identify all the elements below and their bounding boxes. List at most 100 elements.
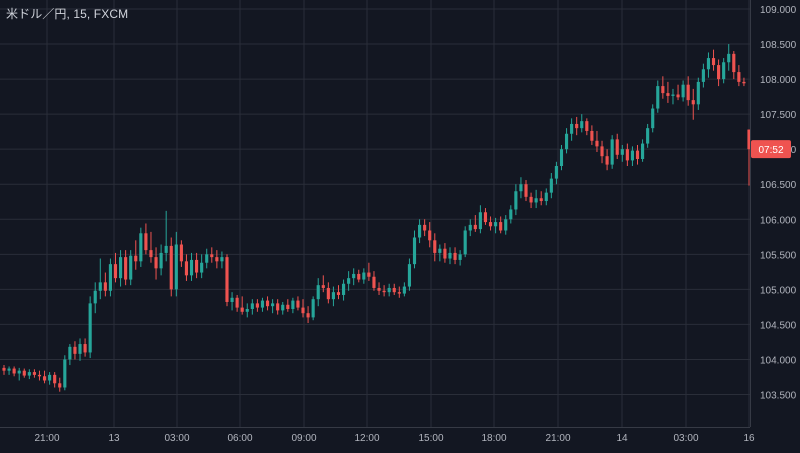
- y-tick-label: 105.500: [760, 250, 797, 261]
- candle: [483, 208, 488, 225]
- candle-body: [154, 257, 158, 269]
- y-tick-label: 107.500: [760, 110, 797, 121]
- x-tick-label: 03:00: [673, 433, 698, 444]
- y-tick-label: 108.000: [760, 75, 797, 86]
- candle-body: [641, 143, 645, 159]
- candle: [301, 299, 305, 318]
- candle-body: [732, 53, 736, 73]
- candle-body: [118, 257, 123, 279]
- candle: [88, 296, 92, 359]
- candle-body: [149, 250, 153, 258]
- candle-body: [387, 287, 391, 293]
- candle-body: [291, 300, 295, 309]
- candle-body: [478, 212, 482, 230]
- candle: [600, 140, 604, 164]
- candle: [635, 144, 640, 165]
- candle: [78, 338, 82, 361]
- candle: [260, 297, 265, 312]
- candle: [139, 227, 143, 267]
- candle: [37, 370, 42, 381]
- candle: [468, 219, 472, 237]
- candle: [286, 299, 290, 312]
- candle-body: [27, 372, 31, 376]
- candle: [544, 188, 548, 206]
- candle: [433, 233, 437, 262]
- candle: [281, 301, 285, 315]
- candle-body: [727, 53, 731, 63]
- candle: [240, 296, 244, 315]
- candle-body: [179, 244, 183, 262]
- candle-body: [615, 139, 619, 155]
- candle: [27, 369, 31, 380]
- candle: [387, 283, 391, 297]
- x-tick-label: 15:00: [418, 433, 443, 444]
- candle: [134, 240, 138, 270]
- candle: [58, 377, 62, 392]
- candle-body: [549, 178, 553, 193]
- candle: [316, 278, 320, 307]
- candle: [17, 367, 21, 381]
- candle-body: [392, 287, 396, 293]
- candle-body: [265, 300, 270, 307]
- candle-body: [711, 58, 716, 66]
- candle: [382, 285, 386, 297]
- candle: [195, 252, 199, 279]
- candle: [676, 84, 680, 101]
- candle-body: [184, 261, 189, 276]
- candle: [625, 143, 629, 167]
- candle: [352, 268, 356, 286]
- candle-body: [281, 304, 285, 311]
- candle-body: [646, 128, 650, 144]
- candle-body: [737, 72, 741, 82]
- candle-body: [473, 224, 477, 230]
- candle: [311, 296, 315, 321]
- chart-title: 米ドル／円, 15, FXCM: [6, 7, 129, 21]
- candle-body: [321, 285, 325, 288]
- candle-body: [554, 166, 558, 179]
- candle: [210, 247, 214, 263]
- candle: [681, 80, 685, 102]
- x-tick-label: 12:00: [354, 433, 379, 444]
- candle-body: [129, 255, 133, 280]
- candle: [610, 135, 614, 169]
- candle-body: [585, 121, 589, 131]
- candle: [463, 226, 467, 258]
- candle: [717, 59, 721, 87]
- candle: [564, 128, 569, 154]
- candle-body: [260, 300, 265, 308]
- candle-body: [352, 273, 356, 279]
- candle-body: [205, 254, 209, 263]
- candle-body: [382, 290, 386, 293]
- x-tick-label: 21:00: [34, 433, 59, 444]
- candle: [418, 219, 422, 244]
- candle-body: [625, 149, 629, 161]
- grid: [0, 0, 750, 427]
- candle: [392, 283, 396, 295]
- candle-body: [656, 86, 660, 109]
- x-tick-label: 21:00: [545, 433, 570, 444]
- candle: [98, 258, 102, 300]
- y-tick-label: 106.500: [760, 180, 797, 191]
- candle: [656, 80, 660, 113]
- candle-body: [159, 252, 163, 269]
- candle-body: [509, 209, 513, 220]
- candle-body: [189, 259, 194, 276]
- candle-body: [651, 108, 655, 129]
- candle-body: [93, 290, 97, 304]
- candle: [671, 88, 675, 105]
- candle-body: [68, 346, 72, 360]
- candle-body: [88, 303, 92, 353]
- candle: [524, 180, 528, 202]
- candle-body: [534, 198, 538, 203]
- candle-body: [676, 94, 680, 98]
- candle: [296, 296, 300, 311]
- candle: [53, 372, 57, 388]
- candle-body: [463, 230, 467, 255]
- candle: [727, 44, 731, 71]
- candle: [7, 366, 11, 375]
- candle-body: [73, 346, 77, 354]
- candle-body: [113, 264, 118, 279]
- candle: [331, 286, 335, 307]
- candle: [154, 247, 158, 280]
